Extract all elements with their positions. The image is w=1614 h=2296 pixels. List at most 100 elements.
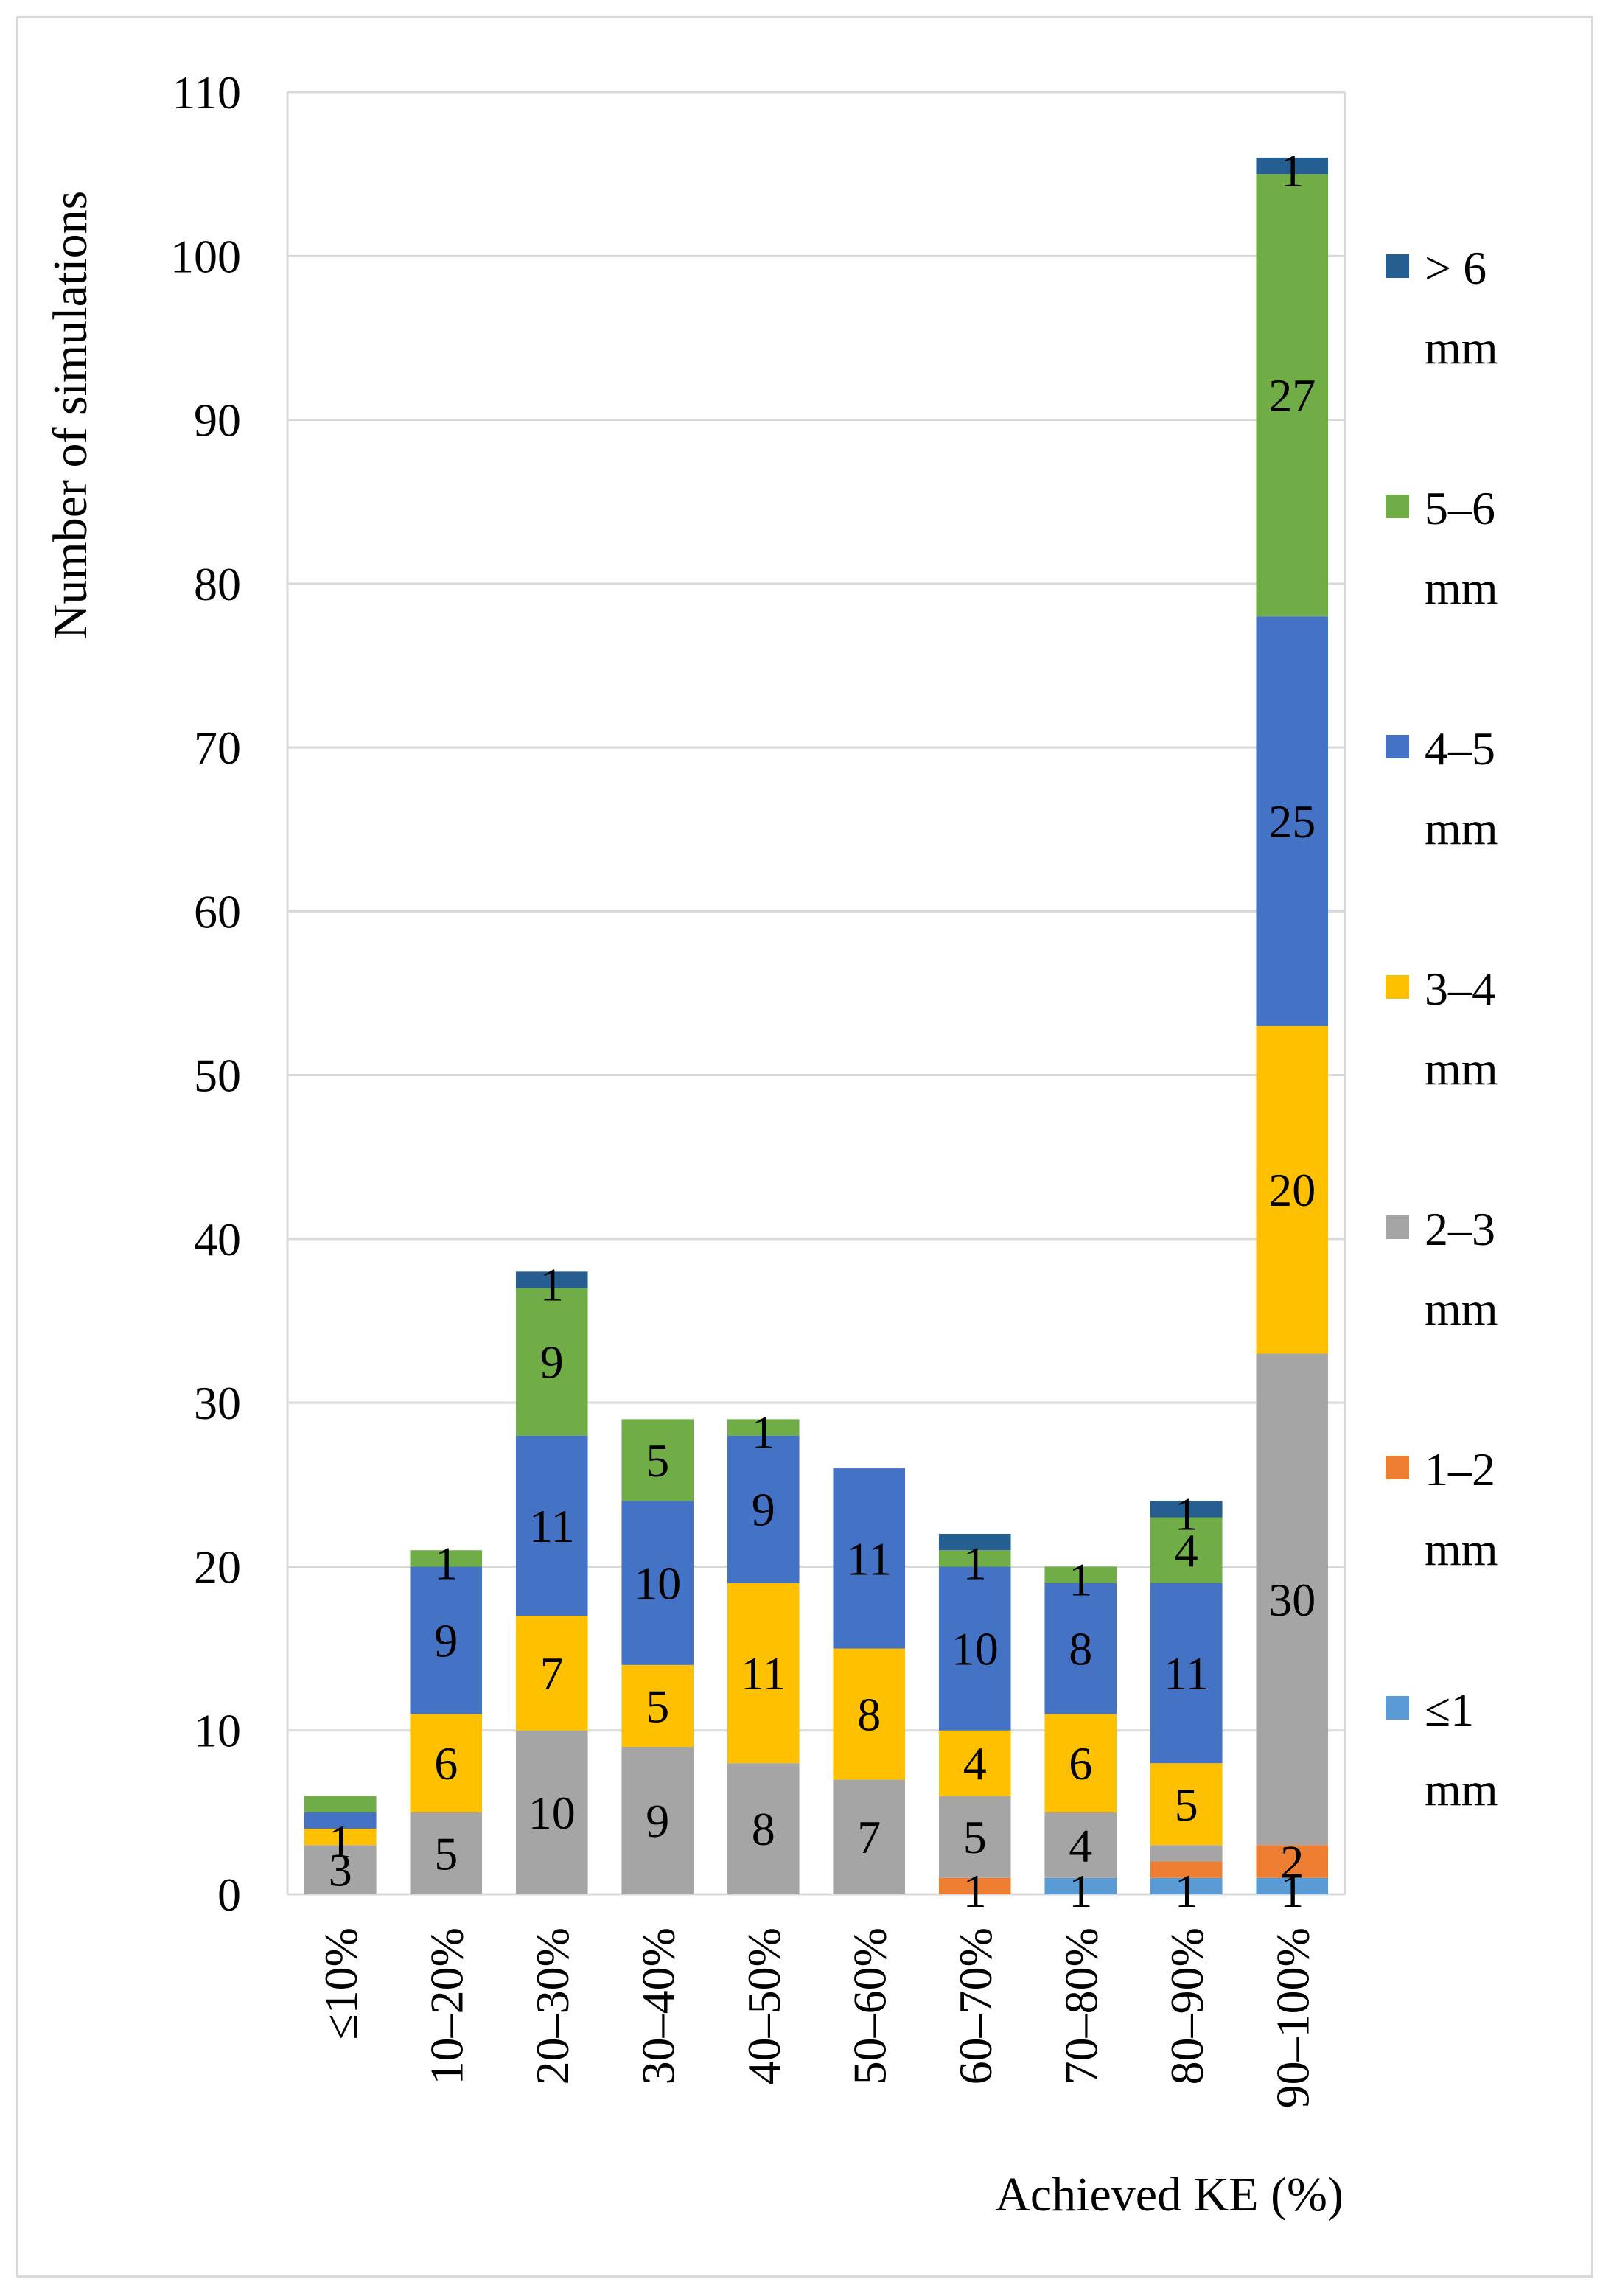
data-label-70-80pct-3-4-mm: 6	[1069, 1737, 1092, 1790]
bar-80-90pct-2-3-mm	[1150, 1845, 1223, 1862]
data-label-20-30pct-5-6-mm: 9	[540, 1336, 564, 1389]
bar-40-50pct-4-5-mm	[727, 1435, 800, 1583]
data-label-10-20pct-4-5-mm: 9	[434, 1614, 458, 1667]
legend-swatch-5-6-mm	[1386, 495, 1409, 518]
bar-10-20pct-3-4-mm	[410, 1714, 483, 1812]
x-axis-ticks: ≤10% 10–20% 20–30% 30–40% 40–50% 50–60% 60–70%…	[315, 1927, 1319, 2108]
y-tick-label-110: 110	[172, 66, 241, 119]
x-tick-label-60-70pct: 60–70%	[949, 1927, 1002, 2084]
bar-30-40pct-3-4-mm	[621, 1664, 694, 1747]
data-label-90-100pct-1-2-mm: 2	[1280, 1836, 1304, 1888]
bar-le10pct-3-4-mm	[304, 1829, 377, 1846]
data-label-70-80pct-le1-mm: 1	[1069, 1865, 1092, 1917]
data-label-30-40pct-2-3-mm: 9	[646, 1795, 669, 1847]
x-tick-label-70-80pct: 70–80%	[1055, 1927, 1107, 2084]
data-label-90-100pct-le1-mm: 1	[1280, 1865, 1304, 1917]
legend-label-le1-mm: ≤1	[1425, 1683, 1474, 1736]
legend-label-4-5-mm: 4–5	[1425, 722, 1495, 775]
bar-90-100pct-4-5-mm	[1256, 616, 1329, 1026]
bar-80-90pct-1-2-mm	[1150, 1861, 1223, 1878]
bar-70-80pct-4-5-mm	[1044, 1583, 1117, 1714]
x-tick-label-90-100pct: 90–100%	[1266, 1927, 1318, 2108]
data-labels: 31 56911071191951058119178111541011468115…	[329, 144, 1316, 1917]
chart-frame: 3 1 5 6 9 1 10 7 11 9 1 9 5 10 5 8 11 9 1 7 8 11 1 5 4 10 1 1 4 6 8 1 1 5…	[16, 16, 1593, 2278]
legend-unit-3-4-mm: mm	[1425, 1042, 1498, 1095]
legend-swatch-2-3-mm	[1386, 1215, 1409, 1239]
data-label-90-100pct-gt-6-mm: 1	[1280, 144, 1304, 197]
bar-50-60pct-4-5-mm	[833, 1468, 906, 1649]
bar-le10pct-2-3-mm	[304, 1845, 377, 1894]
bar-20-30pct-3-4-mm	[515, 1616, 588, 1731]
data-label-60-70pct-1-2-mm: 1	[963, 1865, 987, 1917]
data-label-20-30pct-4-5-mm: 11	[529, 1500, 575, 1552]
x-tick-label-10-20pct: 10–20%	[420, 1927, 472, 2084]
bar-20-30pct-4-5-mm	[515, 1435, 588, 1616]
data-label-60-70pct-5-6-mm: 1	[963, 1537, 987, 1589]
data-label-40-50pct-5-6-mm: 1	[752, 1406, 775, 1459]
data-label-20-30pct-gt-6-mm: 1	[540, 1258, 564, 1311]
data-label-80-90pct-le1-mm: 1	[1175, 1865, 1198, 1917]
data-label-40-50pct-2-3-mm: 8	[752, 1803, 775, 1855]
bar-stacks	[304, 157, 1329, 1894]
y-tick-label-90: 90	[194, 394, 241, 447]
data-label-le10pct-3-4-mm: 1	[329, 1815, 352, 1868]
legend-swatch-1-2-mm	[1386, 1456, 1409, 1479]
bar-40-50pct-5-6-mm	[727, 1419, 800, 1436]
bar-30-40pct-5-6-mm	[621, 1419, 694, 1501]
legend-swatch-4-5-mm	[1386, 735, 1409, 758]
bar-le10pct-4-5-mm	[304, 1812, 377, 1829]
data-label-90-100pct-3-4-mm: 20	[1268, 1164, 1316, 1216]
bar-80-90pct-le1-mm	[1150, 1877, 1223, 1894]
data-label-30-40pct-4-5-mm: 10	[634, 1557, 681, 1610]
bar-60-70pct-3-4-mm	[938, 1730, 1011, 1796]
legend-label-2-3-mm: 2–3	[1425, 1203, 1495, 1255]
legend-unit-gt-6-mm: mm	[1425, 321, 1498, 374]
data-label-80-90pct-4-5-mm: 11	[1164, 1647, 1209, 1700]
y-tick-label-0: 0	[217, 1868, 241, 1921]
bar-90-100pct-le1-mm	[1256, 1877, 1329, 1894]
data-label-20-30pct-3-4-mm: 7	[540, 1647, 564, 1700]
bar-40-50pct-3-4-mm	[727, 1583, 800, 1764]
y-axis-ticks: 0 10 20 30 40 50 60 70 80 90 100 110	[170, 66, 241, 1921]
data-label-90-100pct-5-6-mm: 27	[1268, 369, 1316, 422]
data-label-10-20pct-2-3-mm: 5	[434, 1827, 458, 1880]
bar-50-60pct-2-3-mm	[833, 1779, 906, 1894]
data-label-10-20pct-3-4-mm: 6	[434, 1737, 458, 1790]
stacked-bar-chart: 31 56911071191951058119178111541011468115…	[43, 66, 1498, 2222]
y-tick-label-30: 30	[194, 1377, 241, 1429]
bar-10-20pct-4-5-mm	[410, 1566, 483, 1714]
y-tick-label-70: 70	[194, 722, 241, 774]
legend-swatch-le1-mm	[1386, 1696, 1409, 1720]
data-label-80-90pct-3-4-mm: 5	[1175, 1779, 1198, 1831]
data-label-50-60pct-4-5-mm: 11	[846, 1532, 892, 1585]
data-label-30-40pct-5-6-mm: 5	[646, 1434, 669, 1487]
legend-unit-4-5-mm: mm	[1425, 802, 1498, 854]
legend: > 6 mm 5–6 mm 4–5 mm 3–4 mm 2–3 mm 1–2 mm ≤1 mm	[1386, 242, 1498, 1815]
x-tick-label-80-90pct: 80–90%	[1161, 1927, 1213, 2084]
bar-90-100pct-gt-6-mm	[1256, 157, 1329, 175]
data-label-60-70pct-2-3-mm: 5	[963, 1811, 987, 1863]
y-tick-label-60: 60	[194, 885, 241, 938]
bar-20-30pct-gt-6-mm	[515, 1271, 588, 1288]
legend-unit-le1-mm: mm	[1425, 1763, 1498, 1815]
bar-10-20pct-2-3-mm	[410, 1812, 483, 1894]
bar-70-80pct-le1-mm	[1044, 1877, 1117, 1894]
bar-70-80pct-5-6-mm	[1044, 1566, 1117, 1583]
data-label-80-90pct-gt-6-mm: 1	[1175, 1488, 1198, 1540]
bar-90-100pct-2-3-mm	[1256, 1353, 1329, 1846]
x-tick-label-50-60pct: 50–60%	[843, 1927, 895, 2084]
x-tick-label-20-30pct: 20–30%	[526, 1927, 579, 2084]
y-axis-title: Number of simulations	[43, 191, 97, 640]
bar-60-70pct-gt-6-mm	[938, 1534, 1011, 1551]
legend-unit-5-6-mm: mm	[1425, 562, 1498, 614]
legend-label-1-2-mm: 1–2	[1425, 1443, 1495, 1496]
legend-label-gt-6-mm: > 6	[1425, 242, 1487, 294]
bar-70-80pct-3-4-mm	[1044, 1714, 1117, 1812]
bar-80-90pct-gt-6-mm	[1150, 1501, 1223, 1518]
bar-50-60pct-3-4-mm	[833, 1648, 906, 1780]
x-tick-label-40-50pct: 40–50%	[738, 1927, 790, 2084]
y-tick-label-40: 40	[194, 1213, 241, 1266]
bar-30-40pct-4-5-mm	[621, 1501, 694, 1665]
bar-60-70pct-5-6-mm	[938, 1550, 1011, 1567]
data-label-50-60pct-2-3-mm: 7	[857, 1811, 881, 1863]
